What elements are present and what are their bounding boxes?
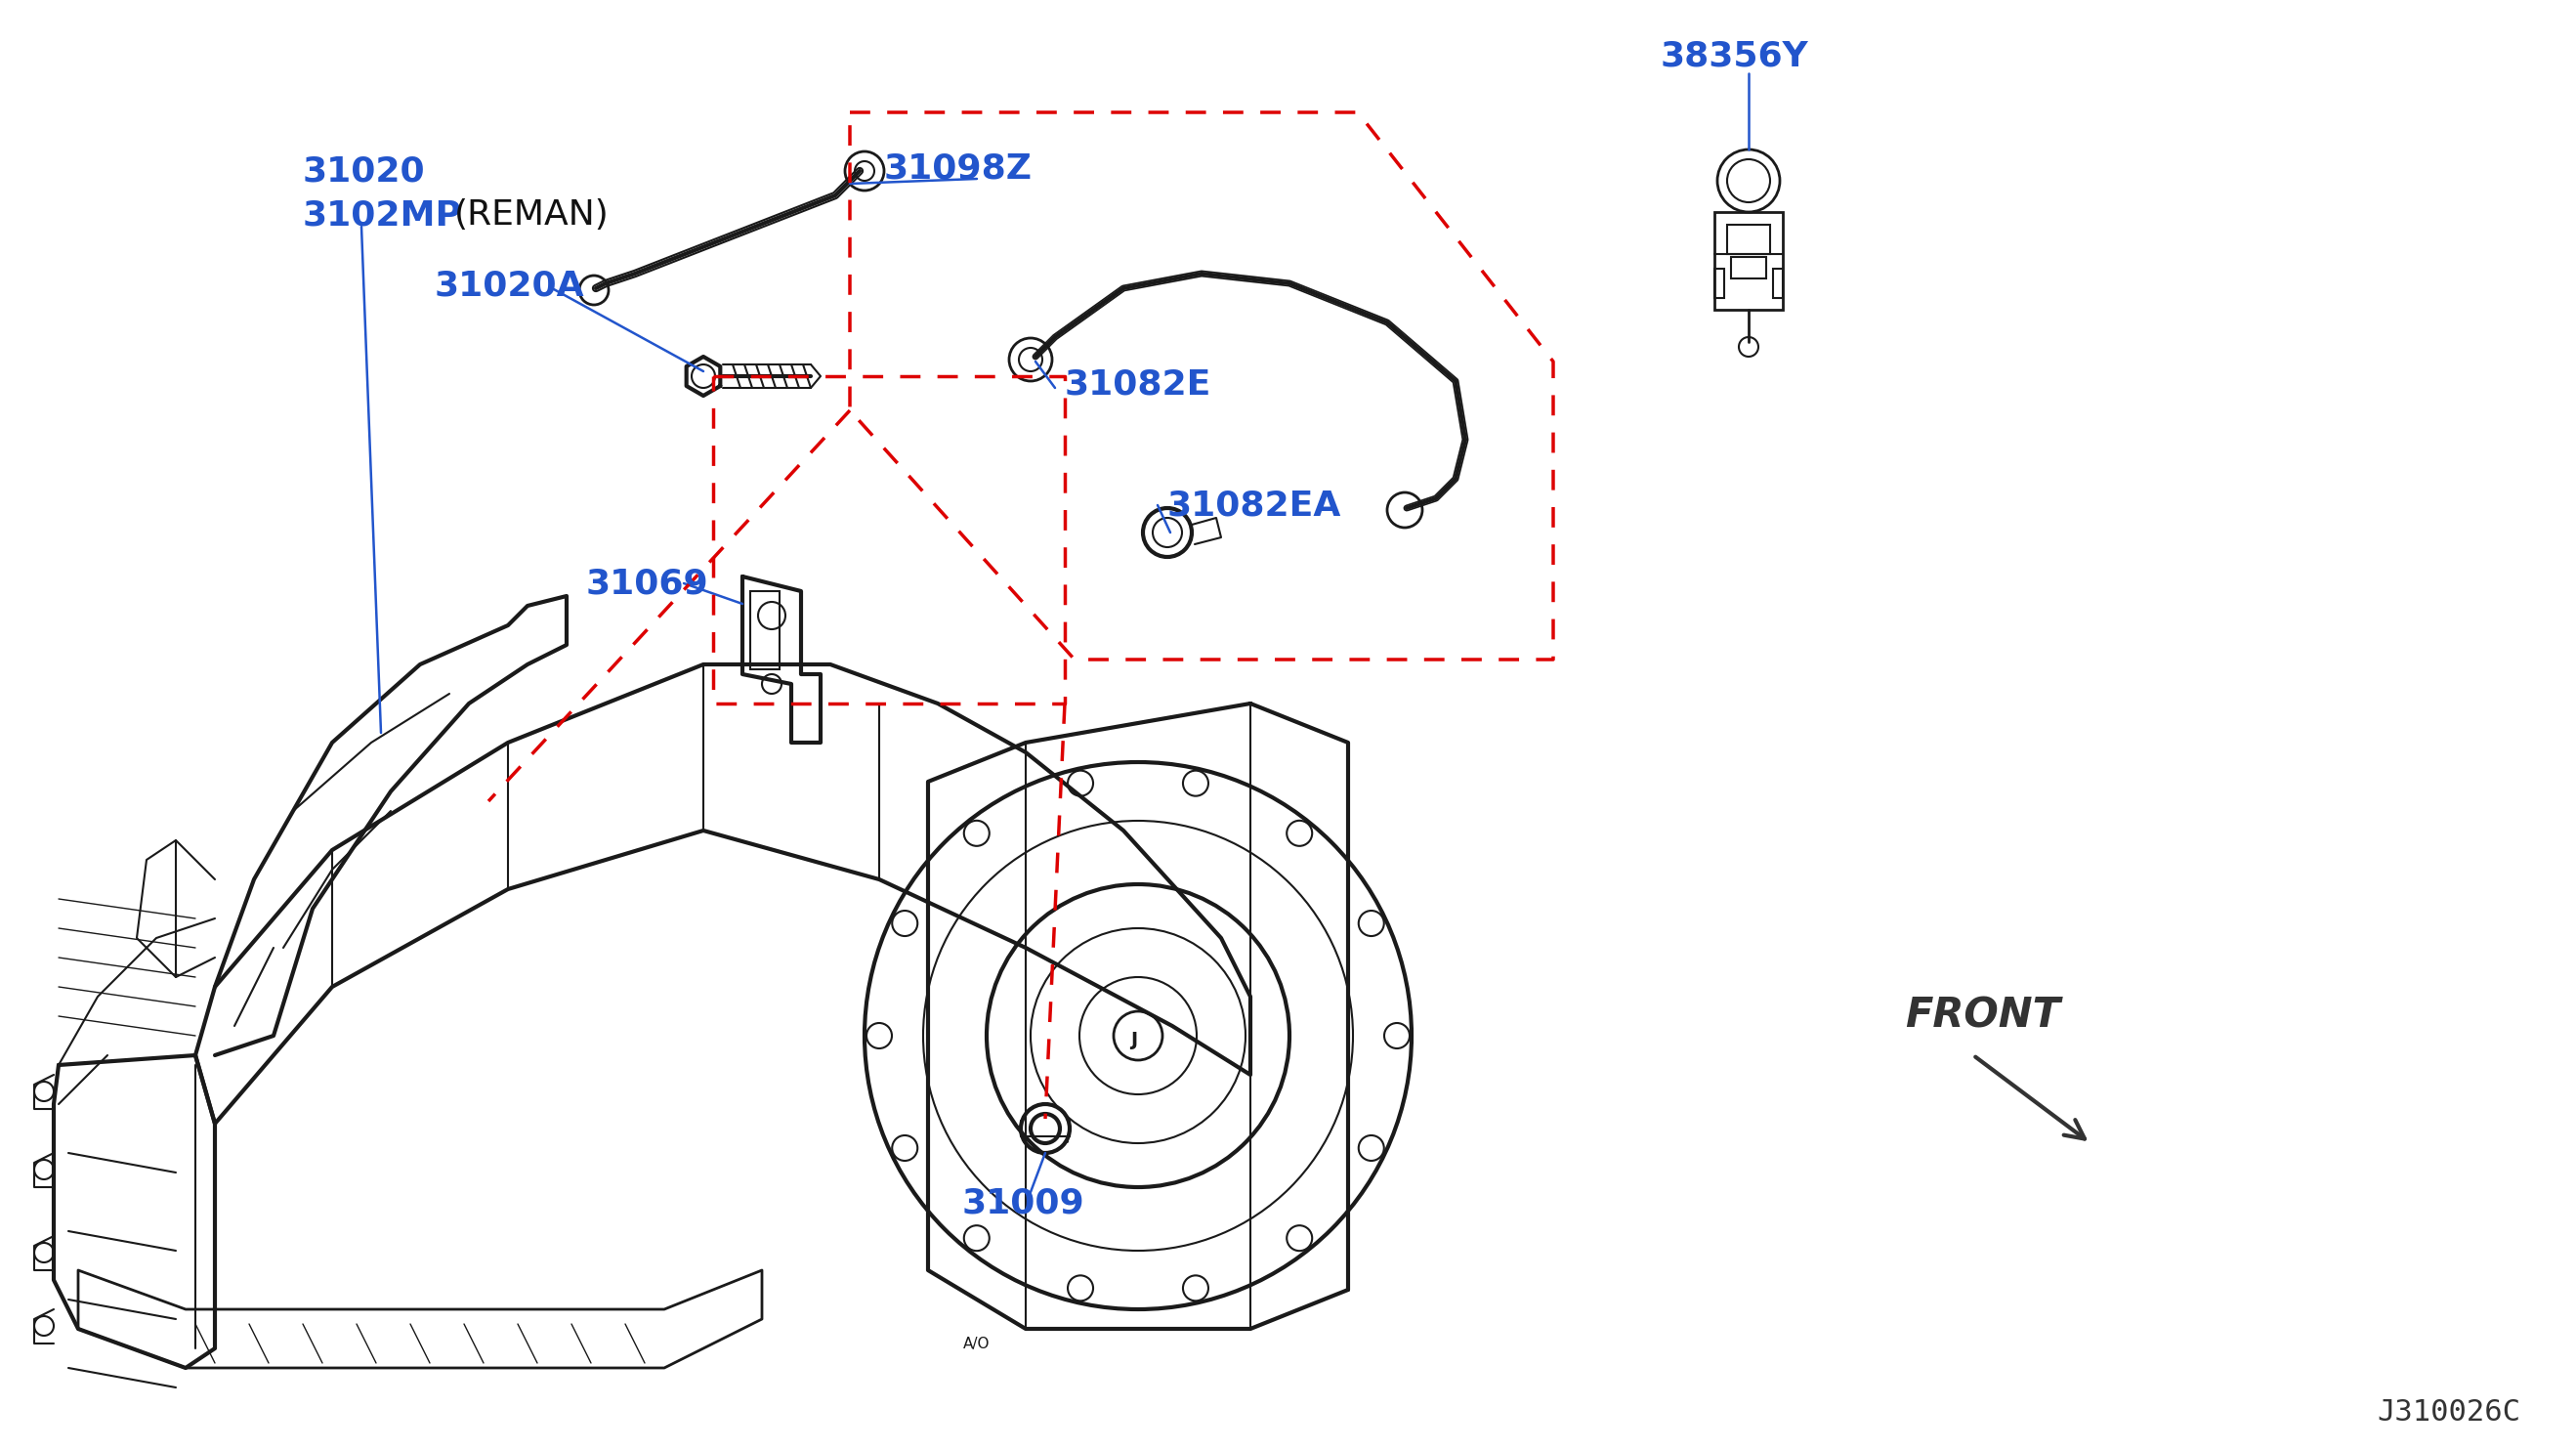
Text: 31082EA: 31082EA — [1167, 489, 1342, 522]
Bar — [1731, 257, 1767, 278]
Text: 38356Y: 38356Y — [1662, 39, 1808, 72]
Text: 31020A: 31020A — [435, 268, 585, 302]
Text: J310026C: J310026C — [2378, 1398, 2519, 1427]
FancyArrowPatch shape — [1976, 1057, 2084, 1138]
Text: (REMAN): (REMAN) — [453, 199, 611, 232]
Bar — [1726, 225, 1770, 254]
Bar — [1716, 268, 1723, 299]
Bar — [750, 592, 781, 670]
Text: A/O: A/O — [963, 1337, 989, 1351]
Text: 31098Z: 31098Z — [884, 151, 1033, 184]
Bar — [1772, 268, 1783, 299]
Text: 31069: 31069 — [587, 567, 708, 600]
Text: 31009: 31009 — [963, 1188, 1084, 1221]
Text: FRONT: FRONT — [1904, 996, 2061, 1037]
Text: 31020: 31020 — [304, 154, 425, 187]
Text: J: J — [1131, 1031, 1136, 1050]
Text: 31082E: 31082E — [1064, 367, 1211, 400]
Text: 3102MP: 3102MP — [304, 199, 461, 232]
Bar — [1716, 212, 1783, 310]
